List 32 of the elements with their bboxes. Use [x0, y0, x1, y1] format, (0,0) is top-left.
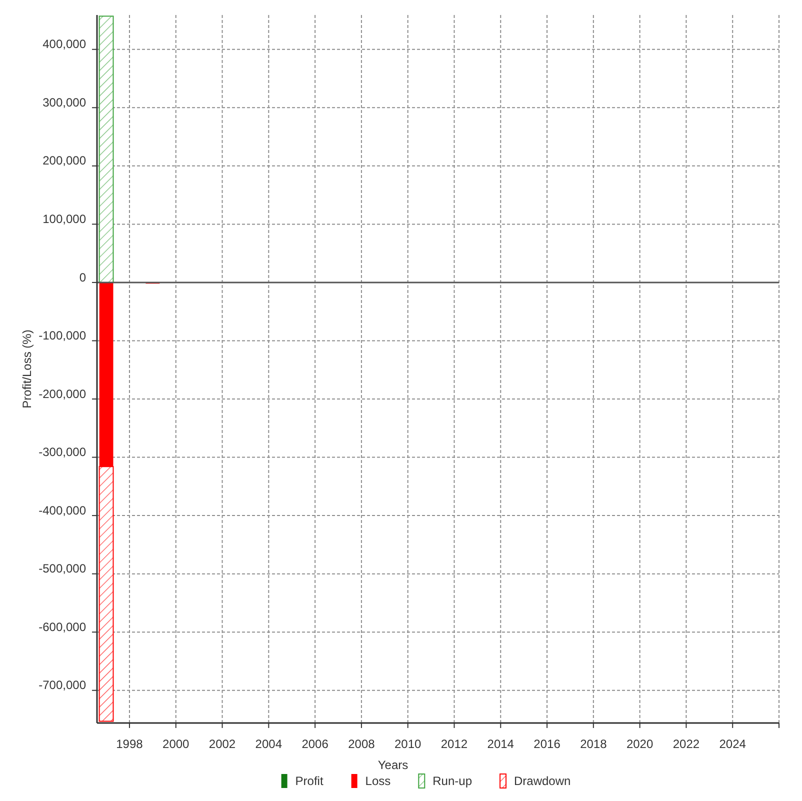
- y-tick-label: -100,000: [38, 328, 86, 343]
- x-tick-label: 2024: [719, 737, 746, 751]
- y-tick-label: 300,000: [42, 95, 86, 110]
- x-tick-label: 2012: [440, 737, 468, 751]
- legend-label: Drawdown: [514, 774, 571, 788]
- legend-label: Profit: [295, 774, 324, 788]
- x-tick-label: 2022: [672, 737, 700, 751]
- x-tick-label: 2004: [255, 737, 282, 751]
- legend-label: Loss: [365, 774, 391, 788]
- y-tick-label: 200,000: [42, 154, 86, 168]
- y-axis-title: Profit/Loss (%): [20, 330, 34, 408]
- y-tick-label: -300,000: [38, 445, 86, 460]
- x-tick-label: 2016: [534, 737, 561, 751]
- x-tick-label: 2000: [162, 737, 190, 751]
- y-tick-label: 400,000: [42, 37, 86, 52]
- x-tick-label: 2014: [487, 737, 514, 751]
- y-tick-label: 100,000: [42, 212, 86, 226]
- y-tick-label: -500,000: [38, 562, 86, 576]
- x-tick-label: 2006: [302, 737, 329, 751]
- x-tick-label: 1998: [116, 737, 144, 751]
- legend-label: Run-up: [432, 774, 472, 788]
- y-tick-label: -700,000: [38, 678, 86, 692]
- x-tick-label: 2002: [208, 737, 236, 751]
- x-tick-label: 2018: [580, 737, 608, 751]
- y-tick-label: -400,000: [38, 503, 86, 518]
- y-tick-label: 0: [79, 270, 86, 284]
- x-axis-title: Years: [378, 758, 408, 772]
- x-tick-label: 2010: [394, 737, 422, 751]
- y-tick-label: -200,000: [38, 386, 86, 401]
- x-tick-label: 2020: [626, 737, 654, 751]
- x-tick-label: 2008: [348, 737, 376, 751]
- y-tick-label: -600,000: [38, 620, 86, 634]
